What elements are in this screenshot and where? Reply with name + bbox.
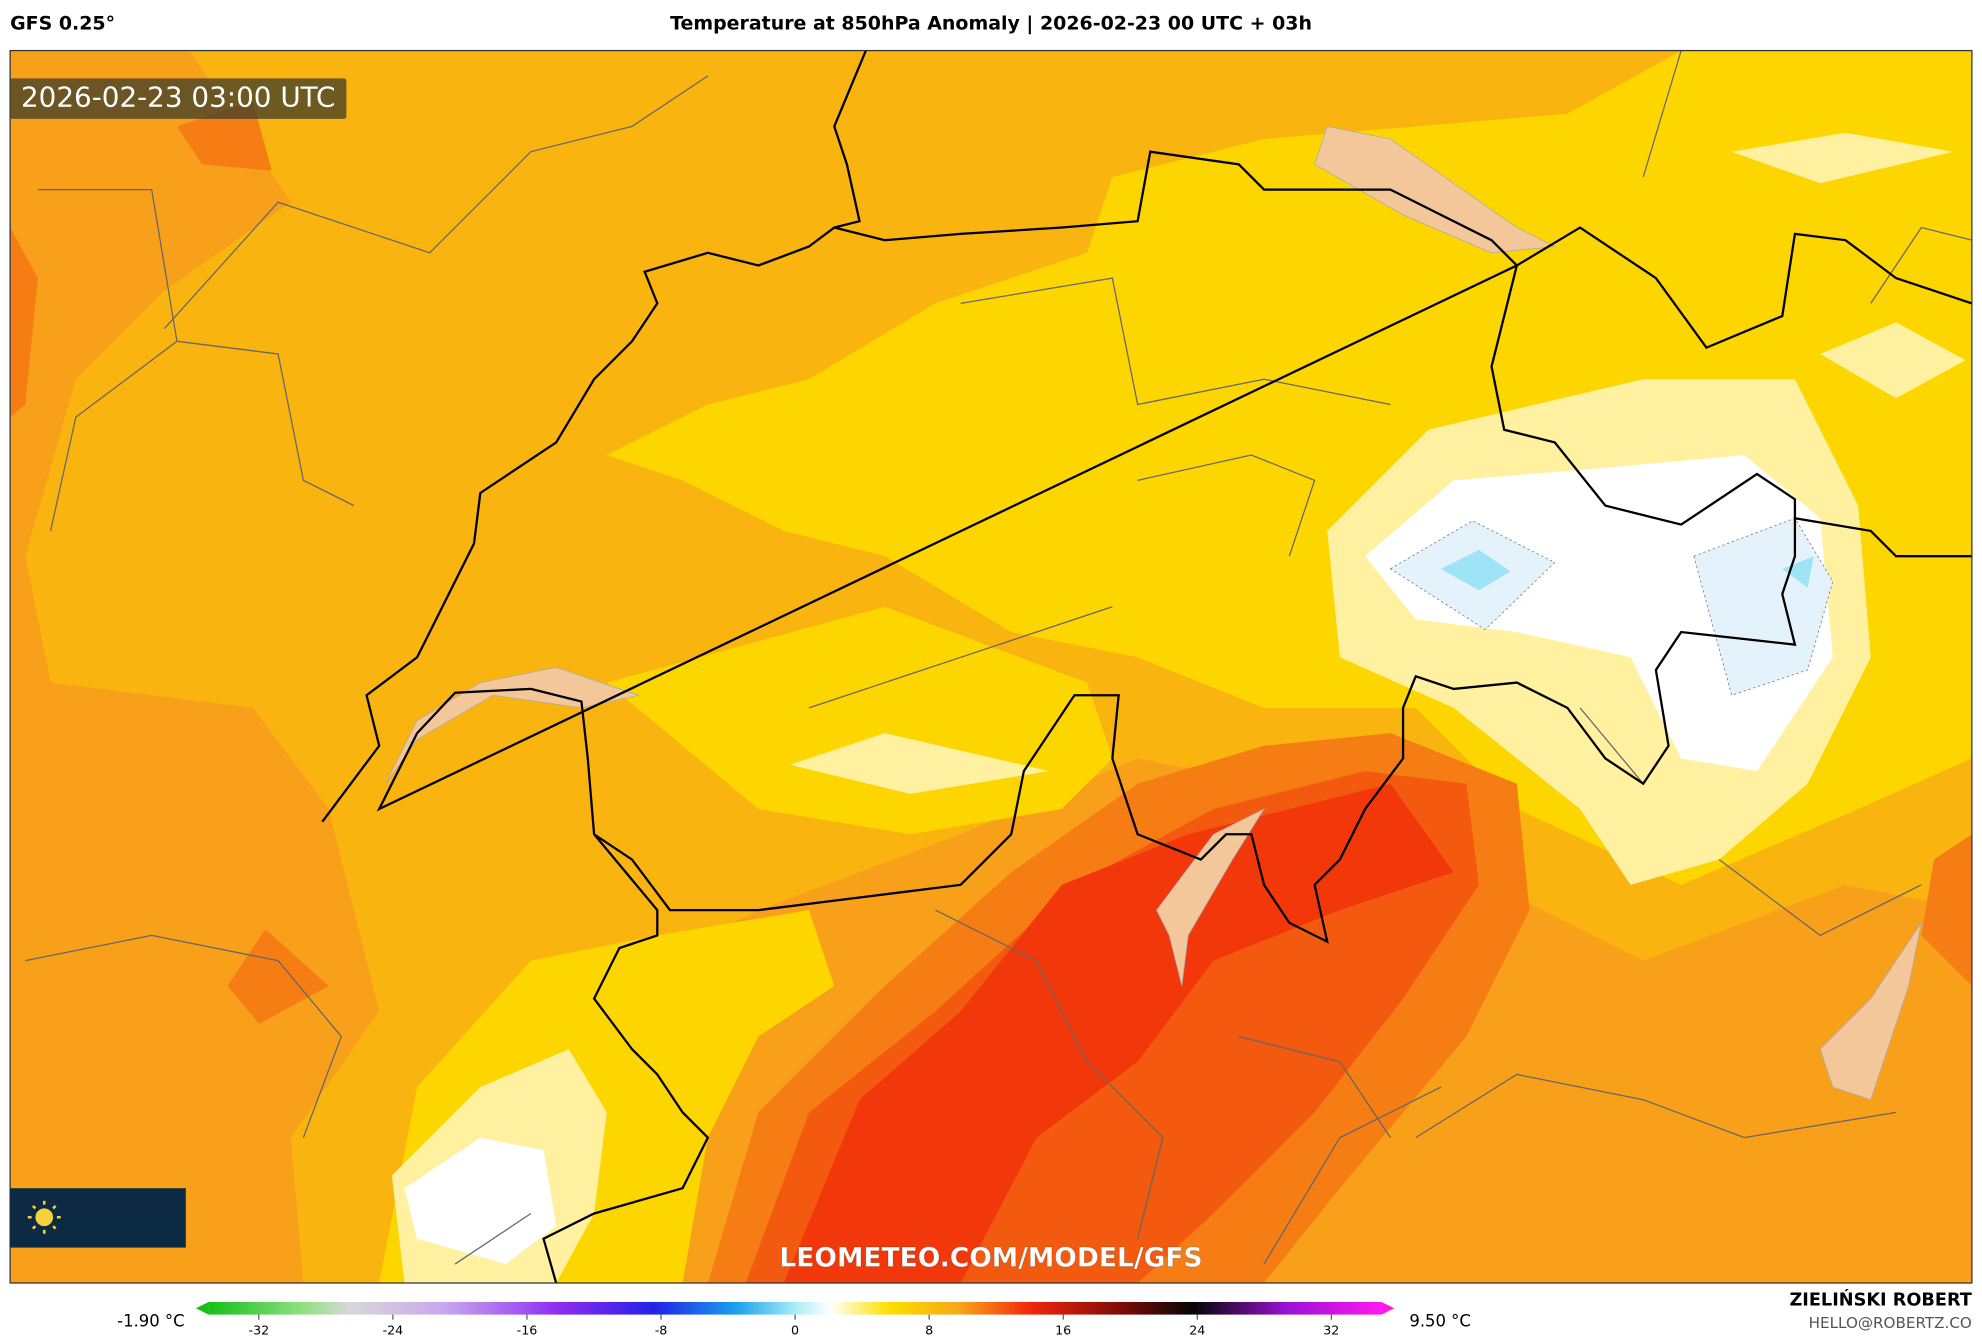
logo-rays	[27, 1200, 61, 1234]
lake	[385, 667, 640, 784]
colorbar-tick-label: 0	[791, 1323, 799, 1338]
timestamp: 2026-02-23 03:00 UTC	[21, 81, 335, 114]
border-regional	[25, 50, 1972, 1265]
colorbar	[208, 1301, 1382, 1315]
lake	[1156, 808, 1266, 987]
field-pale	[790, 733, 1050, 794]
colorbar-tick-label: -8	[655, 1323, 668, 1338]
colorbar-end	[195, 1301, 209, 1315]
model-label: GFS 0.25°	[10, 13, 115, 35]
field-pale	[1820, 322, 1966, 399]
field-orange	[1921, 834, 1972, 986]
map-frame	[9, 49, 1973, 1284]
field-orange	[10, 227, 38, 418]
colorbar-tick-label: -16	[517, 1323, 538, 1338]
author: ZIELIŃSKI ROBERT	[1789, 1289, 1971, 1311]
colorbar-max: 9.50 °C	[1409, 1312, 1470, 1331]
colorbar-tick-label: -24	[383, 1323, 404, 1338]
colorbar-tick-label: 8	[925, 1323, 933, 1338]
colorbar-end	[1381, 1301, 1395, 1315]
timestamp-badge	[10, 78, 347, 119]
colorbar-tick-label: 24	[1189, 1323, 1205, 1338]
field-red	[783, 783, 1454, 1284]
field-cyan	[1782, 556, 1814, 588]
map-title: Temperature at 850hPa Anomaly | 2026-02-…	[670, 13, 1312, 35]
field-cyan	[1440, 549, 1511, 591]
lake	[1314, 125, 1557, 254]
map	[10, 50, 1972, 1284]
colorbar-tick-label: 16	[1055, 1323, 1071, 1338]
logo-sun	[35, 1208, 54, 1227]
field-white	[404, 1137, 557, 1265]
colorbar-tick-label: 32	[1323, 1323, 1339, 1338]
lake	[1819, 922, 1922, 1101]
watermark: LEOMETEO.COM/MODEL/GFS	[779, 1242, 1202, 1273]
field-orange	[227, 929, 329, 1024]
colorbar-tick-label: -32	[249, 1323, 270, 1338]
colorbar-min: -1.90 °C	[117, 1312, 184, 1331]
field-pale	[1731, 132, 1953, 184]
border-national	[321, 50, 1972, 1284]
email: HELLO@ROBERTZ.CO	[1809, 1314, 1972, 1332]
